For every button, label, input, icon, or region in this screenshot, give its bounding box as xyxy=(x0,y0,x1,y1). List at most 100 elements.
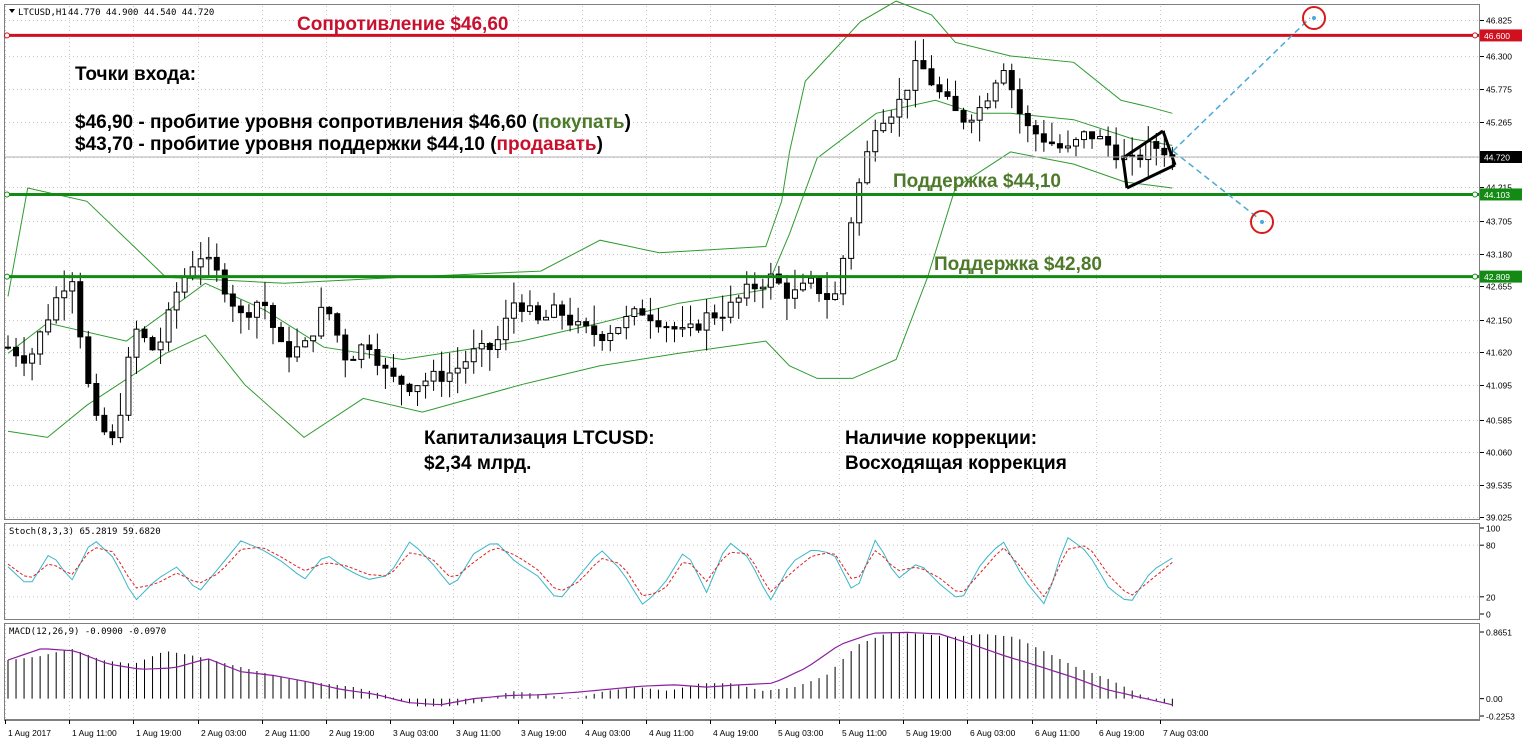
candle-body xyxy=(759,286,766,290)
candle-body xyxy=(382,364,389,369)
target-circle xyxy=(1250,210,1274,234)
level-handle xyxy=(4,191,10,198)
ohlc-header: 44.770 44.900 44.540 44.720 xyxy=(68,8,214,18)
price-tick-label: 40.060 xyxy=(1486,448,1512,458)
price-tick-label: 39.535 xyxy=(1486,481,1512,491)
candle-body xyxy=(960,110,967,123)
symbol-header: LTCUSD,H1 xyxy=(18,8,67,18)
level-price-tag-label: 44.103 xyxy=(1484,190,1510,200)
price-tick-label: 39.025 xyxy=(1486,513,1512,523)
time-tick-label: 6 Aug 19:00 xyxy=(1099,728,1145,738)
candle-body xyxy=(631,308,638,318)
channel-line xyxy=(1126,163,1176,190)
candle-body xyxy=(269,305,276,328)
candle-body xyxy=(406,383,413,393)
candle-body xyxy=(663,326,670,329)
candle-body xyxy=(205,256,212,260)
candle-body xyxy=(1064,145,1071,149)
time-tick-label: 4 Aug 03:00 xyxy=(585,728,631,738)
candle-body xyxy=(101,414,108,433)
candle-body xyxy=(486,343,493,351)
candle-body xyxy=(422,380,429,387)
candle-body xyxy=(462,361,469,369)
candle-body xyxy=(149,337,156,351)
candle-body xyxy=(888,116,895,124)
macd-signal-line xyxy=(7,631,1173,706)
entry-1-action: покупать xyxy=(538,112,624,133)
time-tick-label: 3 Aug 19:00 xyxy=(521,728,567,738)
channel-line xyxy=(1121,157,1129,189)
candle-body xyxy=(414,385,421,393)
macd-header: MACD(12,26,9) -0.0900 -0.0970 xyxy=(9,627,166,637)
price-tick-label: 44.215 xyxy=(1486,183,1512,193)
level-handle xyxy=(1472,191,1478,198)
candle-body xyxy=(655,320,662,328)
candle-body xyxy=(599,333,606,342)
stoch-signal-line xyxy=(7,545,1173,598)
stoch-panel-frame xyxy=(4,523,1480,620)
candle-body xyxy=(478,343,485,350)
candle-body xyxy=(1016,89,1023,114)
candle-body xyxy=(502,317,509,341)
candle-body xyxy=(567,314,574,326)
candle-body xyxy=(157,341,164,351)
candle-body xyxy=(133,328,140,358)
target-circle xyxy=(1302,6,1326,30)
candle-body xyxy=(390,367,397,377)
target-arrow xyxy=(1172,150,1259,219)
candle-body xyxy=(21,355,28,364)
candle-body xyxy=(318,306,325,337)
candle-body xyxy=(1056,143,1063,149)
price-tick-label: 41.095 xyxy=(1486,381,1512,391)
candle-body xyxy=(944,91,951,97)
candle-body xyxy=(181,276,188,293)
candle-body xyxy=(342,334,349,361)
time-tick-label: 3 Aug 03:00 xyxy=(393,728,439,738)
candle-body xyxy=(856,182,863,224)
macd-indicator: 0.8651 0.00 -0.2253 xyxy=(7,628,1515,722)
candle-body xyxy=(286,341,293,358)
level-handle xyxy=(1472,273,1478,280)
candle-body xyxy=(591,325,598,335)
candle-body xyxy=(326,306,333,315)
candle-body xyxy=(294,346,301,358)
cap-value: $2,34 млрд. xyxy=(424,453,531,474)
price-tick-label: 40.585 xyxy=(1486,416,1512,426)
channel-line xyxy=(1122,129,1164,160)
candle-body xyxy=(534,305,541,321)
candle-body xyxy=(173,291,180,311)
candle-body xyxy=(559,304,566,316)
trend-drawings xyxy=(1121,6,1326,234)
candle-body xyxy=(510,302,517,319)
last-price-tag xyxy=(1480,151,1522,163)
time-tick-label: 1 Aug 2017 xyxy=(8,728,51,738)
time-tick-label: 1 Aug 19:00 xyxy=(136,728,182,738)
candle-body xyxy=(968,119,975,123)
candle-body xyxy=(494,339,501,351)
candle-body xyxy=(615,327,622,334)
candle-body xyxy=(936,84,943,93)
candle-body xyxy=(1040,133,1047,143)
candle-body xyxy=(69,281,76,292)
time-tick-label: 3 Aug 11:00 xyxy=(456,728,501,738)
candle-body xyxy=(197,258,204,268)
time-tick-label: 2 Aug 19:00 xyxy=(329,728,375,738)
entry-2: $43,70 - пробитие уровня поддержки $44,1… xyxy=(75,134,603,155)
candle-body xyxy=(1105,136,1112,146)
candle-body xyxy=(1032,125,1039,135)
time-tick-label: 1 Aug 11:00 xyxy=(72,728,117,738)
stoch-tick-label: 80 xyxy=(1486,541,1496,551)
symbol-menu-icon[interactable] xyxy=(9,9,15,13)
candle-body xyxy=(93,383,100,416)
price-tick-label: 46.300 xyxy=(1486,52,1512,62)
channel-line xyxy=(1161,130,1177,166)
stochastic-indicator: 100 80 20 0 xyxy=(5,524,1500,620)
candle-body xyxy=(904,89,911,100)
candle-body xyxy=(454,367,461,374)
macd-panel-frame xyxy=(4,623,1480,720)
candle-body xyxy=(695,323,702,331)
candle-body xyxy=(117,414,124,439)
time-tick-label: 7 Aug 03:00 xyxy=(1163,728,1209,738)
candle-body xyxy=(1129,154,1136,157)
stoch-tick-label: 20 xyxy=(1486,592,1496,602)
